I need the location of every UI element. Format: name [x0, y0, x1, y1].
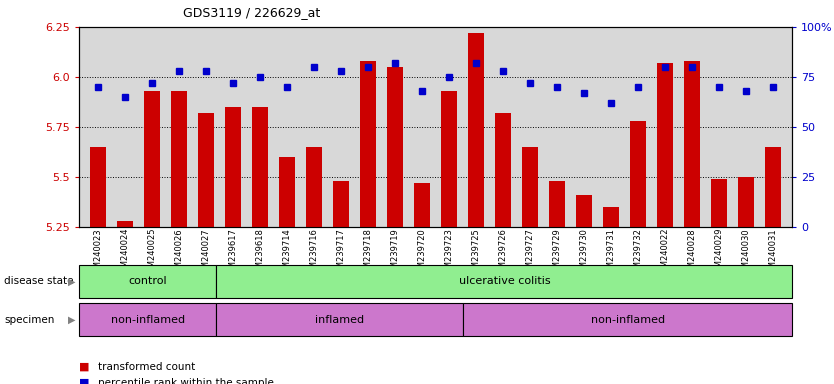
Bar [522, 147, 539, 227]
Text: transformed count: transformed count [98, 362, 195, 372]
Bar [79, 265, 216, 298]
Text: GDS3119 / 226629_at: GDS3119 / 226629_at [183, 6, 321, 19]
Text: ▶: ▶ [68, 314, 75, 325]
Bar [603, 207, 620, 227]
Text: ■: ■ [79, 378, 90, 384]
Bar [252, 107, 269, 227]
Bar [766, 147, 781, 227]
Text: inflamed: inflamed [315, 314, 364, 325]
Text: control: control [128, 276, 167, 286]
Bar [360, 61, 376, 227]
Bar [79, 303, 216, 336]
Bar [225, 107, 241, 227]
Bar [216, 265, 792, 298]
Bar [550, 180, 565, 227]
Bar [684, 61, 701, 227]
Bar [463, 303, 792, 336]
Bar [279, 157, 295, 227]
Bar [657, 63, 673, 227]
Bar [468, 33, 485, 227]
Bar [117, 220, 133, 227]
Text: specimen: specimen [4, 314, 54, 325]
Bar [576, 195, 592, 227]
Bar [495, 113, 511, 227]
Bar [333, 180, 349, 227]
Bar [631, 121, 646, 227]
Text: non-inflamed: non-inflamed [111, 314, 185, 325]
Bar [711, 179, 727, 227]
Text: disease state: disease state [4, 276, 73, 286]
Bar [90, 147, 106, 227]
Bar [414, 183, 430, 227]
Bar [387, 67, 404, 227]
Text: ■: ■ [79, 362, 90, 372]
Text: ulcerative colitis: ulcerative colitis [459, 276, 550, 286]
Bar [306, 147, 322, 227]
Bar [171, 91, 188, 227]
Bar [738, 177, 755, 227]
Bar [216, 303, 463, 336]
Text: ▶: ▶ [68, 276, 75, 286]
Bar [198, 113, 214, 227]
Bar [441, 91, 457, 227]
Bar [144, 91, 160, 227]
Text: non-inflamed: non-inflamed [590, 314, 665, 325]
Text: percentile rank within the sample: percentile rank within the sample [98, 378, 274, 384]
